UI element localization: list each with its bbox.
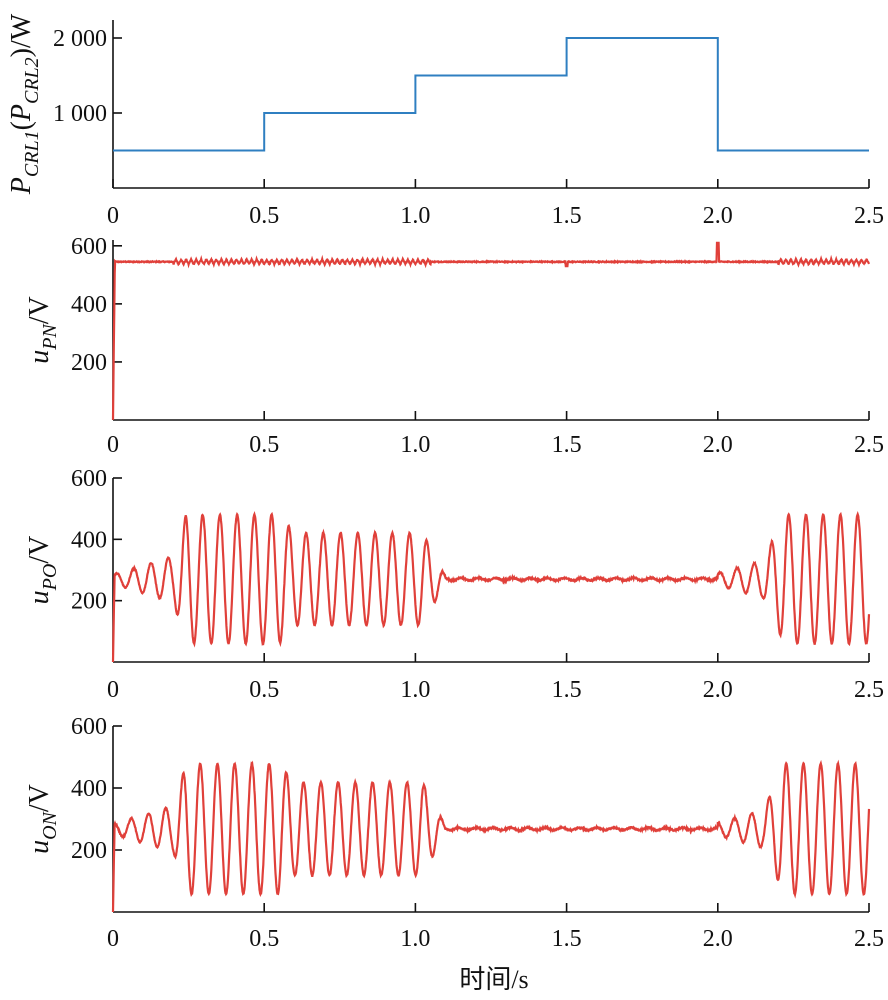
- y-axis-label: uPN/V: [24, 296, 61, 364]
- y-tick-label: 2 000: [53, 26, 107, 52]
- x-tick-label: 1.0: [400, 432, 430, 458]
- upo-series-line: [111, 510, 871, 663]
- x-tick-label: 0.5: [249, 432, 279, 458]
- x-tick-label: 2.0: [703, 432, 733, 458]
- x-tick-label: 2.0: [703, 203, 733, 229]
- upn-series-line: [111, 241, 871, 420]
- y-tick-label: 200: [71, 838, 107, 864]
- x-tick-label: 0.5: [249, 677, 279, 703]
- y-axis-label: PCRL1(PCRL2)/W: [6, 13, 43, 195]
- x-tick-label: 0.5: [249, 926, 279, 952]
- y-tick-label: 200: [71, 589, 107, 615]
- x-tick-label: 2.0: [703, 677, 733, 703]
- y-tick-label: 400: [71, 292, 107, 318]
- x-tick-label: 2.0: [703, 926, 733, 952]
- y-tick-label: 400: [71, 527, 107, 553]
- y-tick-label: 600: [71, 466, 107, 492]
- y-tick-label: 400: [71, 776, 107, 802]
- x-tick-label: 0: [107, 926, 119, 952]
- x-tick-label: 1.0: [400, 926, 430, 952]
- x-tick-label: 1.0: [400, 677, 430, 703]
- panel-upn: 0 0.5 1.0 1.5 2.0 2.5 200 400 600 uPN/V: [24, 234, 884, 458]
- x-tick-label: 1.5: [552, 926, 582, 952]
- y-tick-label: 600: [71, 234, 107, 260]
- x-tick-label: 0: [107, 677, 119, 703]
- x-tick-label: 0.5: [249, 203, 279, 229]
- x-tick-label: 2.5: [854, 203, 884, 229]
- y-tick-label: 200: [71, 350, 107, 376]
- x-tick-label: 1.0: [400, 203, 430, 229]
- x-tick-label: 0: [107, 203, 119, 229]
- y-tick-label: 1 000: [53, 101, 107, 127]
- x-tick-label: 1.5: [552, 203, 582, 229]
- x-tick-label: 0: [107, 432, 119, 458]
- x-tick-label: 2.5: [854, 432, 884, 458]
- x-axis-label: 时间/s: [459, 965, 528, 994]
- x-tick-label: 1.5: [552, 677, 582, 703]
- y-axis-label: uPO/V: [24, 536, 61, 605]
- uon-series-line: [111, 759, 871, 913]
- x-tick-label: 1.5: [552, 432, 582, 458]
- panel-uon: 0 0.5 1.0 1.5 2.0 2.5 200 400 600 uON/V: [24, 714, 884, 952]
- panel-upo: 0 0.5 1.0 1.5 2.0 2.5 200 400 600 uPO/V: [24, 466, 884, 703]
- y-tick-label: 600: [71, 714, 107, 740]
- x-tick-label: 2.5: [854, 926, 884, 952]
- x-tick-label: 2.5: [854, 677, 884, 703]
- panel-power: 0 0.5 1.0 1.5 2.0 2.5 1 000 2 000 PCRL1(PCRL2)/W: [6, 13, 884, 229]
- y-axis-label: uON/V: [24, 784, 61, 854]
- power-series-line: [113, 37, 869, 152]
